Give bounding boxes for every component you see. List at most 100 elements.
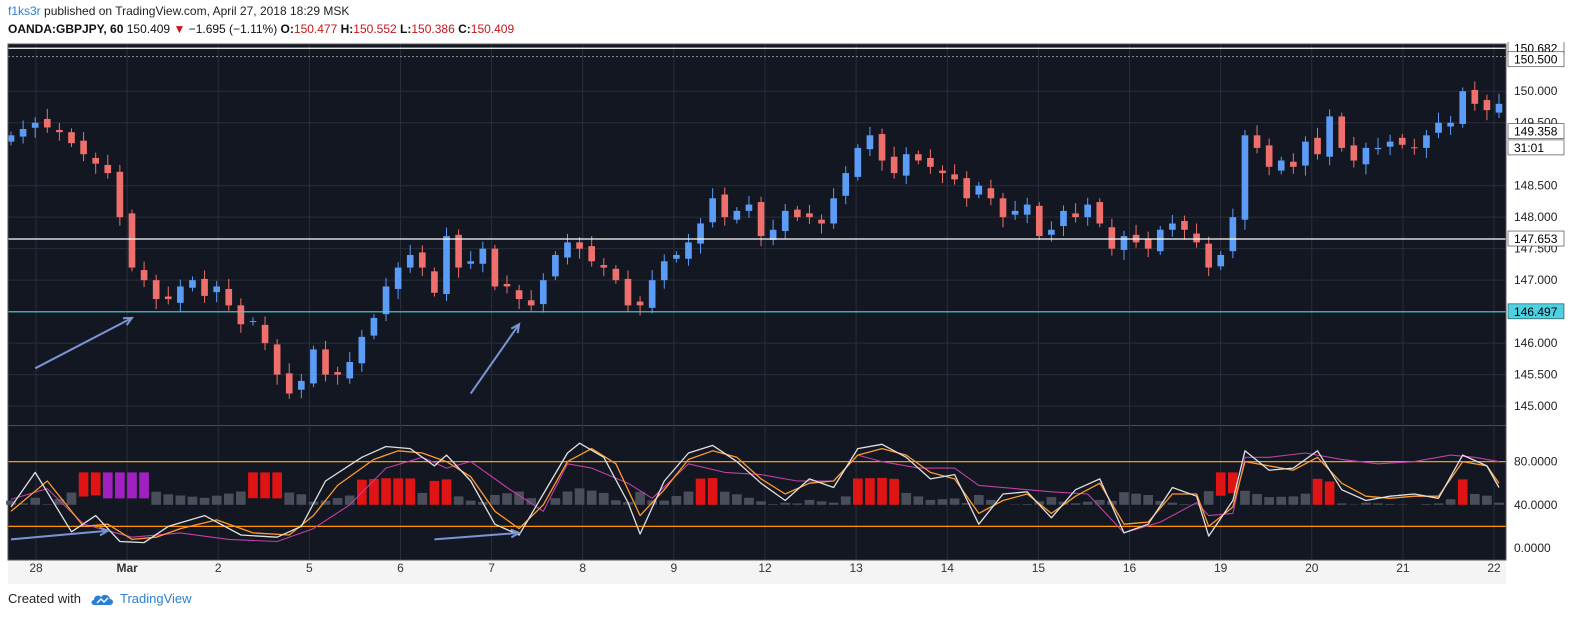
histogram-bar (973, 495, 984, 505)
candle (1314, 137, 1321, 155)
candle (7, 135, 15, 142)
candle (358, 336, 366, 364)
histogram-bar (502, 493, 512, 505)
candle (56, 129, 63, 133)
candle (152, 280, 160, 300)
publish-text: published on TradingView.com, April 27, … (44, 4, 350, 18)
stoch-k-line (10, 442, 1500, 544)
histogram-bar (90, 472, 101, 496)
candle (975, 185, 983, 195)
candle (1181, 220, 1188, 230)
histogram-bar (163, 494, 174, 505)
histogram-bar (889, 478, 899, 505)
candle (685, 242, 692, 259)
candle (1483, 100, 1491, 111)
candle (406, 254, 414, 268)
level-badge (1507, 303, 1565, 320)
candle (757, 202, 765, 237)
price-tick-label: 145.000 (1514, 399, 1558, 413)
date-tick-label: 19 (1214, 561, 1228, 575)
price-badge (1507, 123, 1565, 139)
price-badge-label: 31:01 (1514, 141, 1544, 155)
histogram-bar (659, 500, 670, 505)
candle (576, 242, 583, 249)
date-tick-label: 28 (29, 561, 43, 575)
price-tick-label: 147.000 (1514, 273, 1558, 287)
histogram-bar (1336, 503, 1347, 505)
histogram-bar (635, 491, 645, 505)
histogram-bar (695, 478, 706, 505)
candle (503, 283, 511, 287)
date-tick-label: 15 (1032, 561, 1046, 575)
histogram-bar (199, 497, 210, 505)
candle (1108, 227, 1116, 249)
candle (1350, 145, 1358, 161)
candle (334, 372, 341, 375)
chart-area[interactable]: 28 Mar 2 5 6 7 8 9 12 13 14 15 16 19 20 21 22 150.000 149.… (0, 42, 1578, 584)
histogram-bar (852, 478, 863, 505)
histogram-bar (1167, 502, 1178, 505)
candle (140, 270, 148, 281)
histogram-bar (490, 495, 500, 505)
candle (600, 265, 608, 268)
histogram-bar (66, 492, 77, 505)
histogram-bar (78, 472, 89, 497)
candle (1023, 204, 1031, 215)
histogram-bar (332, 498, 343, 505)
close-value: 150.409 (470, 22, 515, 36)
candle (1011, 210, 1019, 215)
histogram-bar (1457, 479, 1468, 505)
candle (1120, 236, 1128, 250)
author-link[interactable]: f1ks3r (8, 4, 41, 18)
histogram-bar (550, 498, 561, 505)
annotation-arrow (34, 317, 133, 370)
candle (660, 261, 668, 281)
stoch-tick-label: 40.0000 (1514, 498, 1558, 512)
histogram-bar (18, 503, 28, 505)
date-tick-label: 21 (1396, 561, 1410, 575)
histogram-bar (1482, 495, 1492, 505)
histogram-bar (671, 496, 682, 505)
histogram-bar (1131, 493, 1141, 505)
candle (201, 278, 208, 296)
candle (745, 204, 753, 211)
candle (1471, 89, 1479, 104)
candle (189, 280, 196, 288)
candle (951, 174, 958, 180)
candle (781, 210, 789, 232)
histogram-bar (429, 480, 440, 505)
histogram-bar (1300, 493, 1311, 505)
open-label: O: (280, 22, 294, 36)
histogram-bar (1361, 502, 1371, 505)
date-tick-label: Mar (116, 561, 138, 575)
symbol-info: OANDA:GBPJPY, 60 150.409 ▼ −1.695 (−1.11… (8, 22, 514, 36)
histogram-bar (792, 503, 803, 505)
down-arrow-icon: ▼ (173, 22, 186, 36)
candle (237, 305, 245, 325)
candle (939, 170, 946, 174)
cloud-icon (91, 594, 113, 605)
tradingview-link[interactable]: TradingView (120, 591, 192, 606)
candle (794, 209, 801, 218)
candle (914, 154, 922, 161)
histogram-bar (913, 496, 924, 505)
histogram-bar (1494, 502, 1504, 505)
candle (1410, 147, 1418, 149)
histogram-bar (175, 495, 186, 505)
candle (1398, 137, 1406, 145)
histogram-bar (598, 492, 609, 505)
histogram-bar (865, 478, 875, 505)
candle (1290, 161, 1297, 167)
footer: Created with TradingView (8, 591, 192, 606)
histogram-bar (1240, 490, 1250, 505)
price-tick-label: 146.000 (1514, 336, 1558, 350)
candle (1084, 204, 1092, 218)
price-badge (1507, 139, 1565, 156)
candle (370, 317, 378, 336)
candle (588, 246, 596, 262)
high-label: H: (340, 22, 354, 36)
level-badge (1507, 230, 1565, 247)
histogram-bar (1373, 503, 1383, 505)
candle (213, 286, 220, 293)
histogram-bar (1433, 503, 1444, 505)
